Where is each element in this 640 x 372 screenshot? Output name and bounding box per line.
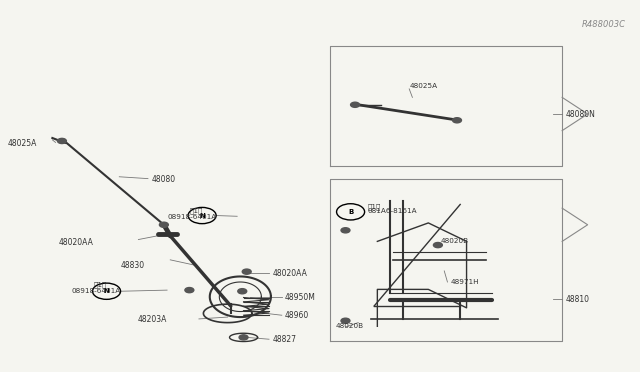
Circle shape (159, 222, 168, 227)
Text: 48080N: 48080N (565, 110, 595, 119)
Text: 48971H: 48971H (451, 279, 479, 285)
Circle shape (452, 118, 461, 123)
Text: 48080: 48080 (151, 175, 175, 184)
Circle shape (239, 335, 248, 340)
Text: N: N (199, 212, 205, 218)
Text: 48830: 48830 (120, 261, 145, 270)
Circle shape (238, 289, 246, 294)
Circle shape (341, 318, 350, 323)
Text: R488003C: R488003C (582, 20, 626, 29)
Circle shape (185, 288, 194, 293)
Text: 48020B: 48020B (336, 323, 364, 329)
Text: （1）: （1） (189, 208, 203, 214)
Text: 48950M: 48950M (285, 293, 316, 302)
Circle shape (58, 138, 67, 144)
Text: 48020AA: 48020AA (59, 238, 93, 247)
Text: 48810: 48810 (565, 295, 589, 304)
Circle shape (351, 102, 360, 108)
Text: 48020AA: 48020AA (272, 269, 307, 278)
Text: 48020B: 48020B (441, 238, 469, 244)
Text: 08918-6401A: 08918-6401A (72, 288, 121, 294)
Text: 081A6-8161A: 081A6-8161A (368, 208, 417, 214)
Text: 48960: 48960 (285, 311, 309, 320)
Circle shape (433, 243, 442, 248)
Text: N: N (104, 288, 109, 294)
Text: （1）: （1） (94, 282, 107, 288)
Circle shape (341, 228, 350, 233)
Text: （1）: （1） (368, 203, 381, 210)
Text: 48827: 48827 (272, 336, 296, 344)
Text: 08918-6401A: 08918-6401A (167, 214, 216, 220)
Text: 48203A: 48203A (138, 315, 167, 324)
Text: 48025A: 48025A (409, 83, 437, 89)
Text: B: B (348, 209, 353, 215)
Circle shape (243, 269, 251, 274)
Text: 48025A: 48025A (8, 139, 37, 148)
